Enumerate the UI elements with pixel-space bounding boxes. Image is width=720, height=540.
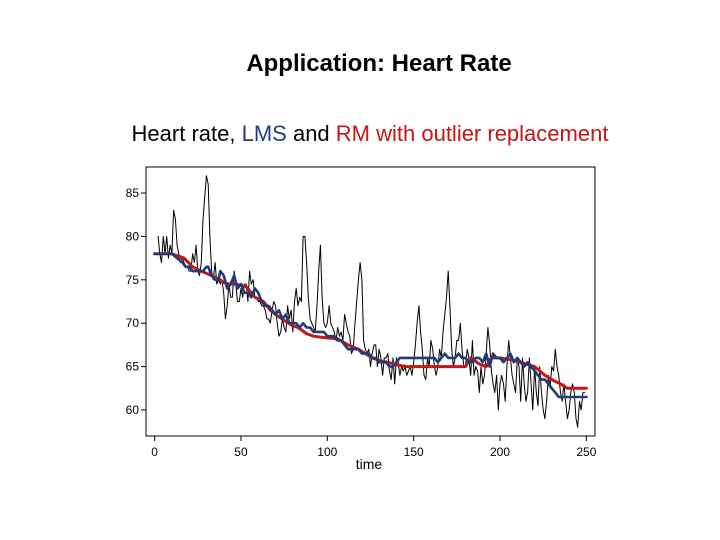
- x-tick-label: 0: [151, 445, 158, 459]
- slide-title: Application: Heart Rate: [246, 50, 512, 77]
- y-tick-label: 65: [126, 360, 140, 374]
- x-axis-title: time: [356, 456, 383, 472]
- subtitle-text-and: and: [286, 121, 336, 146]
- subtitle-lms-label: LMS: [241, 121, 287, 146]
- y-tick-label: 75: [126, 273, 140, 287]
- y-tick-label: 70: [126, 316, 140, 330]
- x-tick-label: 200: [490, 445, 510, 459]
- x-tick-label: 50: [234, 445, 248, 459]
- subtitle-rm-label: RM with outlier replacement: [335, 121, 609, 146]
- y-tick-label: 85: [126, 186, 140, 200]
- y-tick-label: 80: [126, 229, 140, 243]
- x-tick-label: 100: [317, 445, 337, 459]
- subtitle-text-heart-rate: Heart rate,: [131, 121, 242, 146]
- y-axis: 60 65 70 75 80 85: [126, 186, 146, 417]
- series-line-lms: [153, 252, 588, 399]
- x-tick-label: 150: [404, 445, 424, 459]
- series-line-raw: [157, 175, 586, 428]
- chart-subtitle: Heart rate, LMS and RM with outlier repl…: [0, 121, 720, 147]
- series-layer: [153, 175, 588, 428]
- plot-frame: [145, 166, 596, 437]
- y-tick-label: 60: [126, 403, 140, 417]
- x-axis: 0 50 100 150 200 250: [151, 436, 597, 459]
- x-tick-label: 250: [576, 445, 596, 459]
